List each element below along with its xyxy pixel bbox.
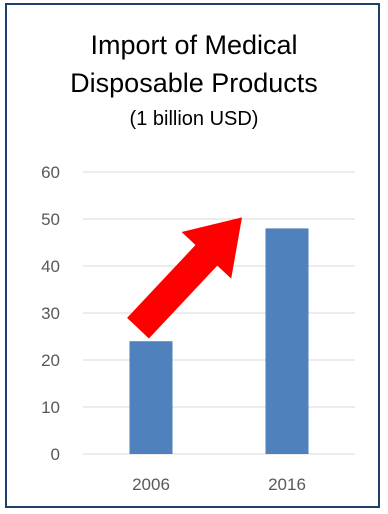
chart-subtitle: (1 billion USD) (129, 108, 259, 130)
bar-2016 (265, 228, 309, 454)
y-tick-label-60: 60 (41, 163, 60, 182)
growth-arrow-icon (127, 217, 242, 339)
y-tick-label-0: 0 (51, 445, 60, 464)
chart-title-line-2: Disposable Products (70, 68, 318, 98)
y-tick-label-30: 30 (41, 304, 60, 323)
x-tick-label-2016: 2016 (268, 475, 306, 494)
y-tick-label-50: 50 (41, 210, 60, 229)
bar-2006 (129, 341, 173, 454)
y-tick-label-10: 10 (41, 398, 60, 417)
x-tick-label-2006: 2006 (132, 475, 170, 494)
y-tick-label-40: 40 (41, 257, 60, 276)
chart-title-line-1: Import of Medical (90, 30, 298, 60)
y-tick-label-20: 20 (41, 351, 60, 370)
